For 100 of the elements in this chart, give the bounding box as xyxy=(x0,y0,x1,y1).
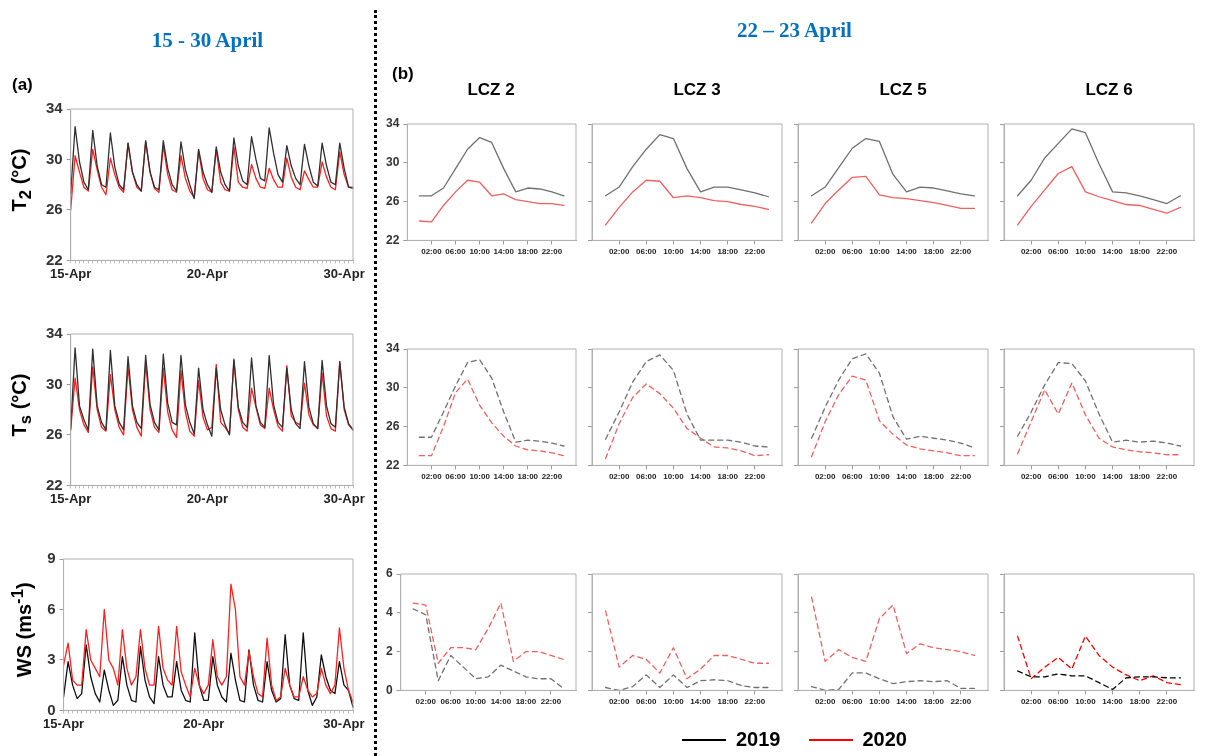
chart-title: LCZ 6 xyxy=(1084,80,1134,100)
x-tick-label: 02:00 xyxy=(608,247,630,257)
x-tick-label: 10:00 xyxy=(469,247,491,257)
line-series xyxy=(412,602,565,664)
x-tick-label: 18:00 xyxy=(717,247,739,257)
y-tick-label: 26 xyxy=(385,418,400,433)
x-tick-label: 14:00 xyxy=(896,247,918,257)
x-tick-label: 10:00 xyxy=(469,472,491,482)
y-tick-label: 3 xyxy=(47,650,56,668)
x-tick-label: 18:00 xyxy=(515,697,537,707)
y-tick-label: 4 xyxy=(385,605,393,620)
y-tick-label: 30 xyxy=(385,380,400,395)
x-tick-label: 22:00 xyxy=(1156,247,1178,257)
chart-title: LCZ 2 xyxy=(467,80,515,99)
y-tick-label: 22 xyxy=(385,457,400,472)
y-tick-label: 2 xyxy=(385,643,393,658)
y-tick-label: 0 xyxy=(47,700,56,718)
x-tick-label: 18:00 xyxy=(923,247,945,257)
x-tick-label: 10:00 xyxy=(663,697,685,707)
x-tick-label: 14:00 xyxy=(690,247,712,257)
x-tick-label: 14:00 xyxy=(493,247,515,257)
x-tick-label: 02:00 xyxy=(1020,247,1042,257)
x-tick-label: 14:00 xyxy=(1102,697,1124,707)
x-tick-label: 22:00 xyxy=(541,247,563,257)
x-tick-label: 18:00 xyxy=(717,697,739,707)
x-tick-label: 22:00 xyxy=(1156,697,1178,707)
x-tick-label: 22:00 xyxy=(950,247,972,257)
x-tick-label: 02:00 xyxy=(421,247,443,257)
x-tick-label: 22:00 xyxy=(1156,472,1178,482)
x-tick-label: 18:00 xyxy=(923,697,945,707)
x-tick-label: 18:00 xyxy=(1129,247,1151,257)
x-tick-label: 15-Apr xyxy=(42,715,85,731)
x-tick-label: 06:00 xyxy=(1048,697,1070,707)
y-tick-label: 30 xyxy=(46,149,63,167)
x-tick-label: 10:00 xyxy=(663,472,685,482)
text: 22 – 23 April xyxy=(736,18,853,43)
y-tick-label: 22 xyxy=(385,232,400,247)
x-tick-label: 18:00 xyxy=(1129,697,1151,707)
text: (a) xyxy=(12,75,33,95)
x-tick-label: 06:00 xyxy=(445,247,467,257)
x-tick-label: 30-Apr xyxy=(323,265,365,281)
x-tick-label: 30-Apr xyxy=(323,490,365,506)
y-tick-label: 0 xyxy=(385,682,393,697)
x-tick-label: 20-Apr xyxy=(186,490,229,506)
x-tick-label: 02:00 xyxy=(1020,697,1042,707)
y-tick-label: 26 xyxy=(385,193,400,208)
y-tick-label: 34 xyxy=(46,324,64,342)
x-tick-label: 20-Apr xyxy=(186,265,229,281)
x-tick-label: 06:00 xyxy=(842,247,864,257)
chart-title: LCZ 3 xyxy=(672,80,722,100)
legend-label: 2019 xyxy=(736,728,781,751)
x-tick-label: 22:00 xyxy=(541,472,563,482)
y-tick-label: 26 xyxy=(46,425,63,443)
x-tick-label: 10:00 xyxy=(465,697,487,707)
x-tick-label: 14:00 xyxy=(493,472,515,482)
y-tick-label: 34 xyxy=(385,341,400,356)
x-tick-label: 06:00 xyxy=(1048,247,1070,257)
x-tick-label: 30-Apr xyxy=(323,715,365,731)
y-tick-label: 6 xyxy=(47,599,56,617)
x-tick-label: 18:00 xyxy=(517,472,539,482)
x-tick-label: 14:00 xyxy=(490,697,512,707)
y-tick-label: 22 xyxy=(46,250,63,268)
x-tick-label: 06:00 xyxy=(636,247,658,257)
chart-title: 15 - 30 April xyxy=(150,28,265,53)
line-series xyxy=(412,608,565,690)
x-tick-label: 06:00 xyxy=(440,697,462,707)
x-tick-label: 10:00 xyxy=(869,247,891,257)
x-tick-label: 10:00 xyxy=(1075,247,1097,257)
x-tick-label: 10:00 xyxy=(869,472,891,482)
y-tick-label: 30 xyxy=(46,374,63,392)
x-tick-label: 18:00 xyxy=(923,472,945,482)
x-tick-label: 14:00 xyxy=(896,472,918,482)
line-series xyxy=(418,378,565,457)
x-tick-label: 02:00 xyxy=(608,697,630,707)
x-tick-label: 02:00 xyxy=(421,472,443,482)
x-tick-label: 18:00 xyxy=(517,247,539,257)
x-tick-label: 10:00 xyxy=(1075,697,1097,707)
x-tick-label: 14:00 xyxy=(1102,472,1124,482)
x-tick-label: 02:00 xyxy=(814,247,836,257)
x-tick-label: 02:00 xyxy=(415,697,437,707)
x-tick-label: 22:00 xyxy=(950,697,972,707)
legend-label: 2020 xyxy=(862,728,907,751)
y-tick-label: 34 xyxy=(46,99,64,117)
x-tick-label: 14:00 xyxy=(690,697,712,707)
y-tick-label: 30 xyxy=(385,155,400,170)
y-tick-label: 26 xyxy=(46,200,63,218)
x-tick-label: 06:00 xyxy=(636,697,658,707)
x-tick-label: 10:00 xyxy=(869,697,891,707)
x-tick-label: 22:00 xyxy=(950,472,972,482)
line-series xyxy=(418,359,565,447)
x-tick-label: 22:00 xyxy=(744,697,766,707)
y-tick-label: 6 xyxy=(385,566,393,581)
x-tick-label: 06:00 xyxy=(842,697,864,707)
x-tick-label: 22:00 xyxy=(540,697,562,707)
x-tick-label: 10:00 xyxy=(1075,472,1097,482)
x-tick-label: 10:00 xyxy=(663,247,685,257)
y-tick-label: 34 xyxy=(385,116,400,131)
x-tick-label: 02:00 xyxy=(814,472,836,482)
x-tick-label: 06:00 xyxy=(842,472,864,482)
x-tick-label: 06:00 xyxy=(445,472,467,482)
